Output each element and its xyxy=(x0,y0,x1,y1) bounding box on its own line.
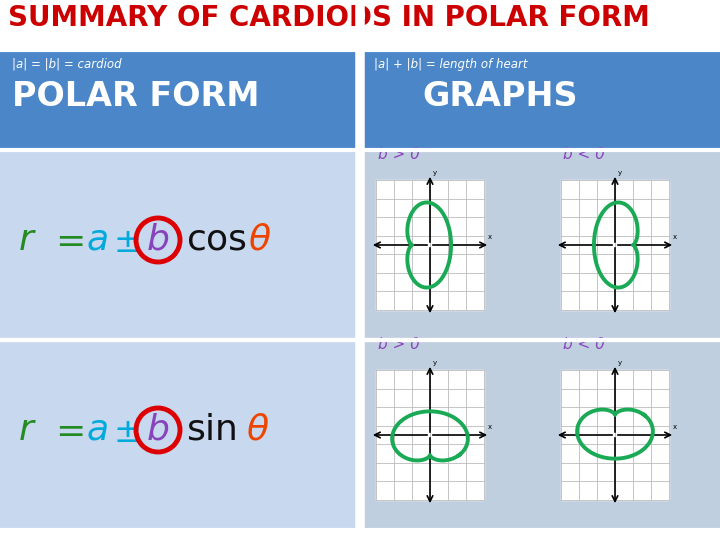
Text: x: x xyxy=(488,424,492,430)
Text: $\mathrm{sin}$: $\mathrm{sin}$ xyxy=(186,413,237,447)
Text: b > 0: b > 0 xyxy=(378,147,420,162)
Bar xyxy=(362,340,720,530)
Text: $\theta$: $\theta$ xyxy=(248,223,271,257)
Bar xyxy=(362,50,720,150)
Text: y: y xyxy=(433,170,437,176)
Text: b > 0: b > 0 xyxy=(378,337,420,352)
Text: POLAR FORM: POLAR FORM xyxy=(12,80,259,113)
Text: GRAPHS: GRAPHS xyxy=(422,80,577,113)
Bar xyxy=(0,340,358,530)
Text: $\pm$: $\pm$ xyxy=(113,226,140,260)
Bar xyxy=(561,180,669,310)
Bar xyxy=(561,370,669,500)
Bar xyxy=(376,180,484,310)
Text: x: x xyxy=(673,424,677,430)
Text: $r$: $r$ xyxy=(18,223,37,257)
Text: $=$: $=$ xyxy=(48,223,84,257)
Text: y: y xyxy=(433,360,437,366)
Text: x: x xyxy=(488,234,492,240)
Text: $b$: $b$ xyxy=(146,223,170,257)
Text: |a| = |b| = cardiod: |a| = |b| = cardiod xyxy=(12,58,122,71)
Bar xyxy=(376,370,484,500)
Text: $a$: $a$ xyxy=(86,413,108,447)
Text: |a| + |b| = length of heart: |a| + |b| = length of heart xyxy=(374,58,528,71)
Text: y: y xyxy=(618,170,622,176)
Text: $\pm$: $\pm$ xyxy=(113,416,140,449)
Text: y: y xyxy=(618,360,622,366)
Text: x: x xyxy=(673,234,677,240)
Text: $r$: $r$ xyxy=(18,413,37,447)
Text: $a$: $a$ xyxy=(86,223,108,257)
Text: $\mathrm{cos}$: $\mathrm{cos}$ xyxy=(186,223,247,257)
Text: b < 0: b < 0 xyxy=(563,147,605,162)
Text: $b$: $b$ xyxy=(146,413,170,447)
Text: $\theta$: $\theta$ xyxy=(246,413,269,447)
Text: b < 0: b < 0 xyxy=(563,337,605,352)
Text: $=$: $=$ xyxy=(48,413,84,447)
Bar xyxy=(0,50,358,150)
Bar xyxy=(0,150,358,340)
Text: SUMMARY OF CARDIODS IN POLAR FORM: SUMMARY OF CARDIODS IN POLAR FORM xyxy=(8,4,650,32)
Bar xyxy=(362,150,720,340)
